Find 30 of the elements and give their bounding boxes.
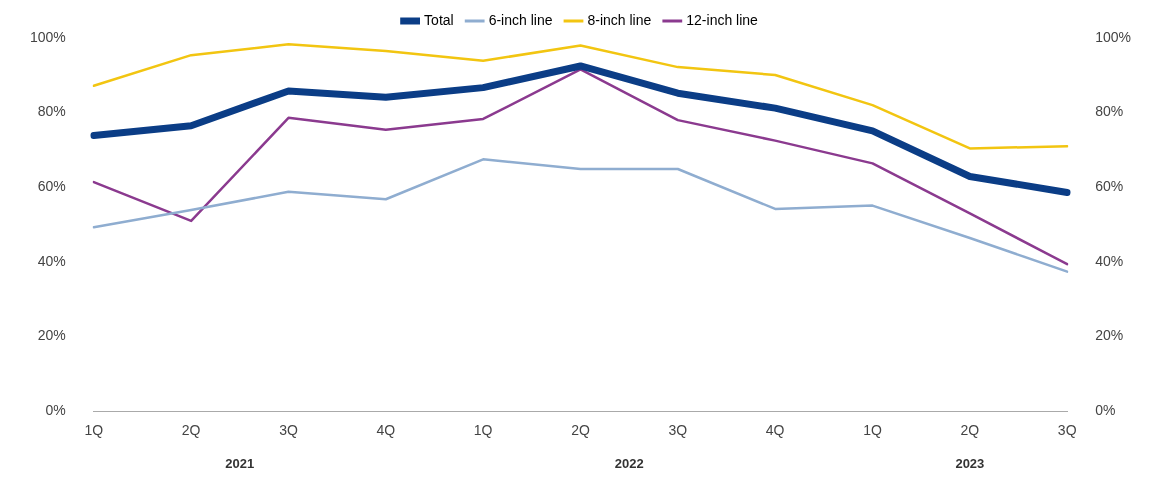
x-tick-label: 1Q — [84, 422, 104, 439]
x-tick-label: 2Q — [960, 422, 980, 439]
text: 2022 — [614, 455, 644, 471]
x-tick-label: 2Q — [181, 422, 201, 439]
y2-tick-label: 100% — [1095, 28, 1132, 45]
legend-label: Total — [424, 11, 454, 28]
x-tick-label: 3Q — [279, 422, 298, 439]
y-tick-label: 100% — [29, 28, 66, 45]
y-tick-label: 0% — [45, 402, 66, 419]
y-tick-label: 80% — [37, 103, 66, 120]
x-tick-label: 1Q — [863, 422, 882, 439]
y-tick-label: 60% — [37, 178, 66, 195]
x-tick-label: 1Q — [473, 422, 493, 439]
legend-label: 6-inch line — [488, 11, 553, 28]
legend-label: 8-inch line — [587, 11, 652, 28]
x-tick-label: 2Q — [571, 422, 590, 439]
x-tick-label: 4Q — [376, 422, 396, 439]
y-tick-label: 20% — [37, 327, 66, 344]
x-tick-label: 3Q — [668, 422, 688, 439]
y2-tick-label: 60% — [1095, 178, 1124, 195]
y2-tick-label: 20% — [1095, 327, 1124, 344]
x-tick-label: 4Q — [765, 422, 785, 439]
y-tick-label: 40% — [37, 252, 66, 269]
text: 2021 — [225, 455, 255, 471]
text: 2023 — [955, 455, 985, 471]
y2-tick-label: 0% — [1095, 402, 1116, 419]
x-tick-label: 3Q — [1057, 422, 1077, 439]
y2-tick-label: 80% — [1095, 103, 1124, 120]
legend-label: 12-inch line — [686, 11, 759, 28]
y2-tick-label: 40% — [1095, 252, 1124, 269]
